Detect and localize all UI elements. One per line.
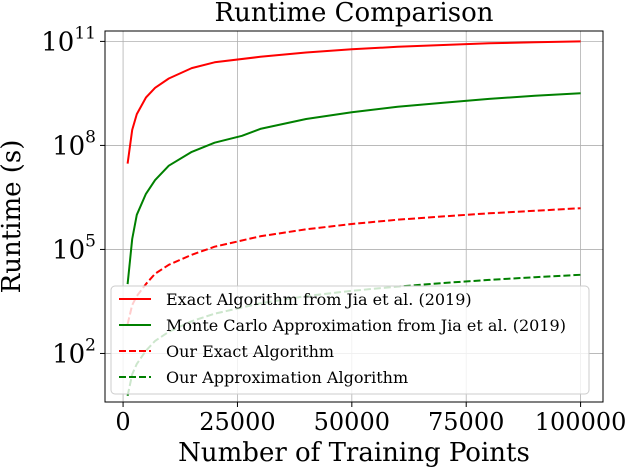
chart-title: Runtime Comparison [215, 0, 494, 28]
legend-label: Monte Carlo Approximation from Jia et al… [166, 316, 566, 335]
legend-label: Exact Algorithm from Jia et al. (2019) [166, 290, 472, 309]
legend-label: Our Exact Algorithm [166, 342, 334, 361]
legend-box [110, 285, 590, 395]
y-tick-base: 10 [41, 27, 74, 57]
series-line-2 [126, 92, 581, 285]
y-tick-label: 105 [52, 231, 96, 265]
y-tick-exponent: 2 [85, 335, 96, 355]
y-tick-base: 10 [52, 131, 85, 161]
y-tick-base: 10 [52, 339, 85, 369]
legend-label: Our Approximation Algorithm [166, 368, 408, 387]
x-tick-label: 100000 [535, 408, 627, 436]
legend: Exact Algorithm from Jia et al. (2019) Mo… [110, 285, 590, 395]
x-axis-label: Number of Training Points [178, 438, 530, 468]
x-tick-label: 50000 [314, 408, 390, 436]
x-tick-label: 25000 [199, 408, 275, 436]
y-tick-label: 1011 [41, 23, 96, 57]
plot-frame [104, 30, 604, 403]
y-tick-exponent: 5 [85, 231, 96, 251]
y-tick-exponent: 8 [85, 127, 96, 147]
series-line-1 [126, 40, 581, 164]
x-tick-label: 0 [115, 408, 130, 436]
y-axis-label: Runtime (s) [0, 140, 27, 294]
x-tick-label: 75000 [428, 408, 504, 436]
y-tick-exponent: 11 [74, 23, 96, 43]
y-tick-base: 10 [52, 235, 85, 265]
y-tick-label: 108 [52, 127, 96, 161]
y-tick-label: 102 [52, 335, 96, 369]
